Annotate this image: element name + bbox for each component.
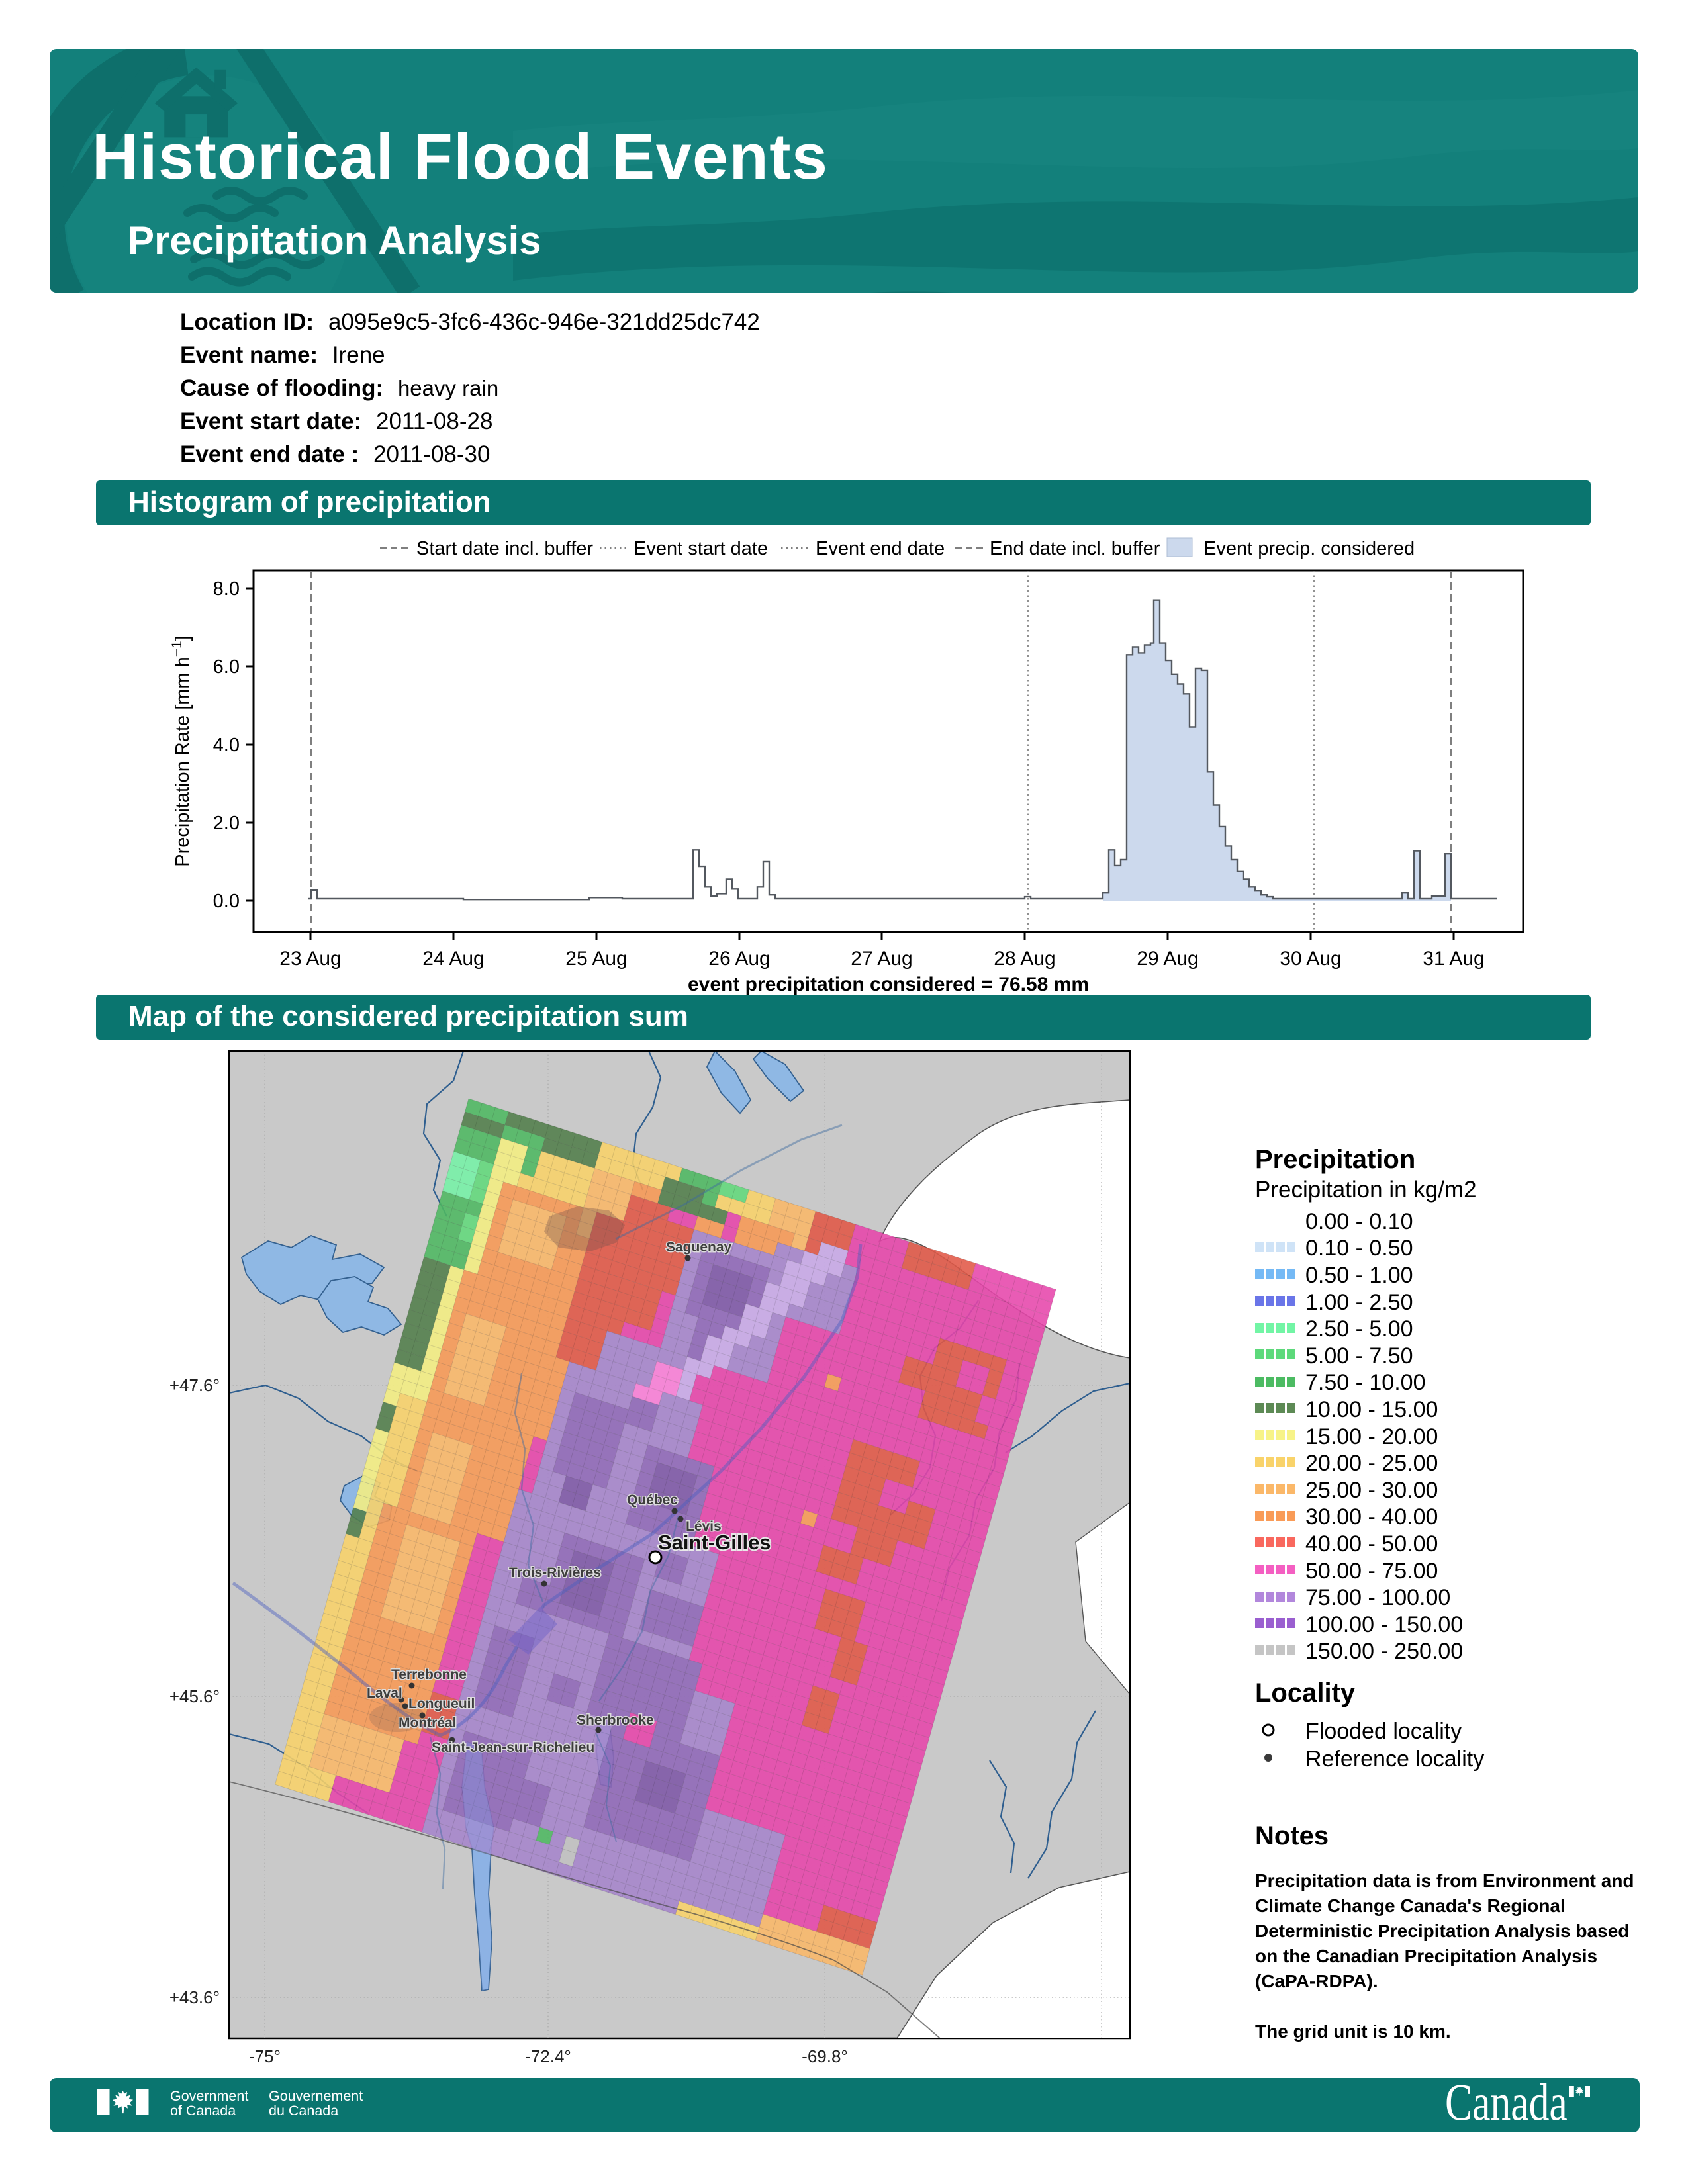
svg-text:Montréal: Montréal [399, 1715, 457, 1731]
svg-text:Québec: Québec [627, 1492, 678, 1508]
svg-text:31 Aug: 31 Aug [1423, 948, 1484, 970]
svg-text:Trois-Rivières: Trois-Rivières [509, 1565, 601, 1580]
svg-text:Start date incl. buffer: Start date incl. buffer [416, 538, 593, 559]
svg-text:Lévis: Lévis [686, 1519, 722, 1534]
svg-text:2.0: 2.0 [213, 813, 240, 834]
svg-text:+43.6°: +43.6° [169, 1987, 220, 2007]
svg-text:-75°: -75° [249, 2046, 281, 2066]
svg-text:23 Aug: 23 Aug [279, 948, 341, 970]
svg-text:+47.6°: +47.6° [169, 1375, 220, 1395]
svg-text:25 Aug: 25 Aug [565, 948, 627, 970]
svg-text:26 Aug: 26 Aug [708, 948, 770, 970]
svg-text:+45.6°: +45.6° [169, 1686, 220, 1706]
svg-text:End date incl. buffer: End date incl. buffer [990, 538, 1160, 559]
svg-text:28 Aug: 28 Aug [994, 948, 1055, 970]
svg-text:Event start date: Event start date [633, 538, 768, 559]
svg-text:30 Aug: 30 Aug [1280, 948, 1341, 970]
svg-text:Terrebonne: Terrebonne [391, 1667, 467, 1682]
svg-text:Longueuil: Longueuil [408, 1696, 475, 1711]
svg-text:-69.8°: -69.8° [802, 2046, 848, 2066]
svg-text:Sherbrooke: Sherbrooke [577, 1713, 654, 1728]
svg-text:event precipitation considered: event precipitation considered = 76.58 m… [688, 974, 1089, 995]
svg-text:6.0: 6.0 [213, 657, 240, 678]
svg-text:8.0: 8.0 [213, 578, 240, 600]
svg-text:Event end date: Event end date [816, 538, 945, 559]
svg-text:Precipitation Rate [mm h−1]: Precipitation Rate [mm h−1] [169, 635, 194, 867]
svg-text:-72.4°: -72.4° [525, 2046, 571, 2066]
svg-text:Laval: Laval [367, 1686, 402, 1701]
svg-text:Saguenay: Saguenay [666, 1240, 732, 1255]
svg-text:27 Aug: 27 Aug [851, 948, 912, 970]
svg-text:4.0: 4.0 [213, 735, 240, 756]
svg-text:24 Aug: 24 Aug [422, 948, 484, 970]
svg-text:0.0: 0.0 [213, 891, 240, 912]
svg-text:Saint-Gilles: Saint-Gilles [658, 1531, 771, 1554]
svg-text:29 Aug: 29 Aug [1137, 948, 1198, 970]
svg-text:Event precip. considered: Event precip. considered [1203, 538, 1415, 559]
svg-text:Saint-Jean-sur-Richelieu: Saint-Jean-sur-Richelieu [432, 1740, 594, 1755]
